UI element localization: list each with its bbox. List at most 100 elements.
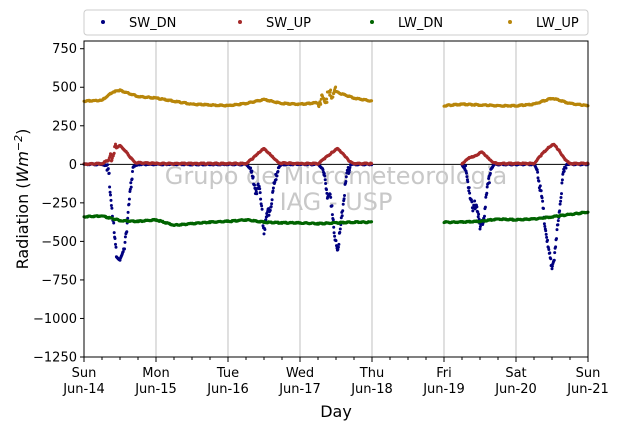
data-point bbox=[556, 223, 560, 227]
y-tick-label-2: 250 bbox=[52, 119, 77, 134]
data-point bbox=[541, 199, 545, 203]
data-point bbox=[478, 225, 482, 228]
data-point bbox=[108, 185, 112, 189]
data-point bbox=[538, 184, 542, 188]
data-point bbox=[483, 214, 486, 218]
x-tick-day-3: Wed bbox=[286, 366, 314, 381]
data-point bbox=[112, 151, 116, 155]
y-axis-title: Radiation (Wm−2) bbox=[12, 129, 32, 270]
x-tick-day-1: Mon bbox=[142, 366, 169, 381]
data-point bbox=[328, 192, 332, 196]
data-point bbox=[348, 166, 352, 170]
data-point bbox=[553, 251, 557, 255]
data-point bbox=[256, 182, 260, 186]
data-point bbox=[344, 175, 348, 179]
data-point bbox=[467, 186, 471, 190]
data-point bbox=[550, 264, 554, 268]
data-point bbox=[106, 167, 110, 171]
data-point bbox=[257, 184, 261, 188]
data-point bbox=[549, 257, 553, 261]
data-point bbox=[370, 162, 374, 165]
series-lw-dn bbox=[82, 210, 590, 227]
data-point bbox=[258, 187, 262, 191]
data-point bbox=[112, 231, 116, 235]
data-point bbox=[478, 227, 482, 231]
data-point bbox=[560, 178, 564, 182]
data-point bbox=[109, 198, 113, 202]
data-point bbox=[560, 181, 564, 185]
data-point bbox=[254, 190, 258, 193]
data-point bbox=[130, 177, 134, 181]
data-point bbox=[271, 186, 275, 190]
data-point bbox=[485, 191, 489, 195]
data-point bbox=[484, 195, 488, 199]
data-point bbox=[125, 230, 129, 234]
data-point bbox=[255, 192, 259, 196]
x-tick-day-5: Fri bbox=[436, 366, 452, 381]
data-point bbox=[271, 189, 275, 193]
data-point bbox=[126, 216, 130, 220]
data-point bbox=[562, 169, 566, 173]
x-tick-date-4: Jun-18 bbox=[350, 382, 393, 397]
data-point bbox=[535, 168, 539, 172]
data-point bbox=[267, 213, 271, 217]
data-point bbox=[546, 238, 549, 242]
data-point bbox=[334, 85, 338, 89]
data-point bbox=[487, 181, 491, 185]
y-tick-label-6: −750 bbox=[41, 273, 77, 288]
data-point bbox=[555, 237, 558, 241]
data-point bbox=[341, 209, 345, 213]
data-point bbox=[334, 239, 338, 243]
data-point bbox=[558, 209, 562, 213]
x-tick-day-2: Tue bbox=[216, 366, 239, 381]
data-point bbox=[337, 242, 341, 246]
data-point bbox=[323, 178, 327, 182]
x-tick-date-3: Jun-17 bbox=[278, 382, 321, 397]
series-sw-up bbox=[82, 142, 590, 166]
data-point bbox=[258, 191, 262, 195]
data-point bbox=[126, 210, 130, 214]
data-point bbox=[325, 100, 329, 104]
watermark-line-1: Grupo de Micrometeorologia bbox=[165, 162, 507, 190]
y-tick-label-8: −1250 bbox=[33, 351, 77, 366]
data-point bbox=[536, 176, 540, 180]
legend-label-lw-up: LW_UP bbox=[536, 16, 579, 31]
y-tick-label-1: 500 bbox=[52, 81, 77, 96]
data-point bbox=[552, 258, 556, 262]
x-tick-date-7: Jun-21 bbox=[566, 382, 609, 397]
data-point bbox=[550, 267, 554, 271]
data-point bbox=[370, 99, 374, 103]
data-point bbox=[324, 182, 328, 185]
data-point bbox=[467, 189, 471, 193]
data-point bbox=[114, 245, 118, 249]
x-tick-day-0: Sun bbox=[72, 366, 97, 381]
data-point bbox=[470, 200, 474, 204]
data-point bbox=[323, 174, 327, 178]
data-point bbox=[112, 221, 116, 225]
data-point bbox=[329, 195, 333, 199]
data-point bbox=[109, 193, 112, 197]
data-point bbox=[545, 235, 549, 239]
y-axis-title-exponent: −2 bbox=[12, 135, 25, 151]
y-tick-label-0: 750 bbox=[52, 42, 77, 57]
data-point bbox=[332, 231, 336, 235]
data-point bbox=[325, 97, 329, 101]
data-point bbox=[127, 202, 131, 206]
x-tick-date-6: Jun-20 bbox=[494, 382, 537, 397]
data-point bbox=[483, 205, 487, 209]
y-axis-title-main: Radiation ( bbox=[13, 182, 32, 269]
y-axis: 750 500 250 0 −250 −500 −750 −1000 −1250 bbox=[33, 42, 84, 366]
data-point bbox=[338, 230, 342, 234]
legend-label-lw-dn: LW_DN bbox=[398, 16, 443, 31]
x-gridlines bbox=[155, 41, 517, 357]
data-point bbox=[536, 170, 540, 174]
legend-marker-sw-up bbox=[238, 20, 242, 24]
data-point bbox=[263, 228, 267, 231]
x-tick-date-0: Jun-14 bbox=[62, 382, 105, 397]
x-axis-title: Day bbox=[320, 402, 352, 421]
data-point bbox=[344, 180, 348, 183]
data-point bbox=[473, 199, 477, 203]
data-point bbox=[547, 248, 551, 251]
data-point bbox=[260, 204, 264, 208]
